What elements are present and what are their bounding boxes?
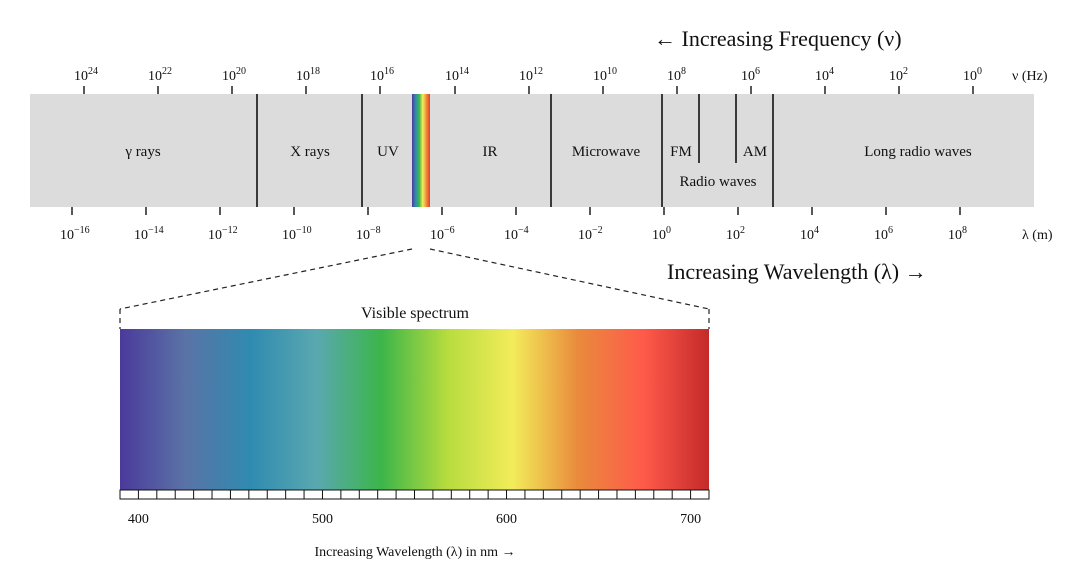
frequency-tick-label: 104: [815, 66, 834, 84]
band-label-fm: FM: [670, 144, 692, 160]
wavelength-tick-label: 10−4: [504, 225, 529, 243]
band-label-am: AM: [743, 144, 767, 160]
zoom-line-right: [429, 248, 710, 310]
band-label-ir: IR: [483, 144, 498, 160]
frequency-tick-label: 106: [741, 66, 760, 84]
wavelength-heading: Increasing Wavelength (λ) →: [667, 259, 927, 284]
frequency-tick-label: 1022: [148, 66, 172, 84]
wavelength-tick-label: 10−8: [356, 225, 381, 243]
band-label-xray: X rays: [290, 144, 330, 160]
band-label-long-radio: Long radio waves: [864, 144, 972, 160]
wavelength-axis: 10−16 10−14 10−12 10−10 10−8 10−6 10−4 10−2 100 1…: [60, 207, 1053, 243]
wavelength-tick-label: 10−16: [60, 225, 90, 243]
zoom-line-left: [119, 248, 413, 310]
band-label-uv: UV: [377, 144, 399, 160]
frequency-tick-label: 1024: [74, 66, 98, 84]
wavelength-tick-label: 100: [652, 225, 671, 243]
wavelength-tick-label: 10−14: [134, 225, 164, 243]
frequency-tick-label: 1010: [593, 66, 617, 84]
band-label-radio-waves: Radio waves: [679, 174, 756, 190]
visible-spectrum-title: Visible spectrum: [361, 305, 469, 322]
frequency-tick-label: 1020: [222, 66, 246, 84]
visible-spectrum-ruler: 400 500 600 700: [119, 489, 710, 527]
wavelength-tick-label: 10−12: [208, 225, 238, 243]
visible-band-rainbow: [412, 94, 430, 207]
frequency-tick-label: 108: [667, 66, 686, 84]
frequency-tick-label: 1016: [370, 66, 394, 84]
band-label-gamma: γ rays: [124, 144, 161, 160]
wavelength-tick-label: 102: [726, 225, 745, 243]
frequency-tick-label: 1012: [519, 66, 543, 84]
frequency-tick-label: 1014: [445, 66, 469, 84]
visible-ruler-label: 400: [128, 512, 149, 527]
wavelength-tick-label: 10−10: [282, 225, 312, 243]
frequency-heading: ← Increasing Frequency (ν): [654, 26, 902, 51]
frequency-tick-label: 100: [963, 66, 982, 84]
wavelength-tick-label: 106: [874, 225, 893, 243]
wavelength-tick-label: 108: [948, 225, 967, 243]
spectrum-band-background: [30, 94, 1034, 207]
wavelength-tick-label: 10−2: [578, 225, 603, 243]
band-dividers: [256, 94, 774, 207]
visible-ruler-label: 500: [312, 512, 333, 527]
visible-ruler-label: 600: [496, 512, 517, 527]
zoom-connector: [119, 248, 710, 329]
visible-axis-label: Increasing Wavelength (λ) in nm →: [315, 545, 516, 560]
wavelength-tick-label: 104: [800, 225, 819, 243]
frequency-tick-label: 102: [889, 66, 908, 84]
band-label-microwave: Microwave: [572, 144, 641, 160]
frequency-tick-label: 1018: [296, 66, 320, 84]
frequency-unit-label: ν (Hz): [1012, 69, 1048, 84]
frequency-axis: 1024 1022 1020 1018 1016 1014 1012 1010 108 106 10…: [74, 66, 1048, 94]
visible-ruler-label: 700: [680, 512, 701, 527]
wavelength-tick-label: 10−6: [430, 225, 455, 243]
band-labels: γ rays X rays UV IR Microwave FM AM Radi…: [124, 144, 972, 190]
wavelength-unit-label: λ (m): [1022, 228, 1053, 243]
visible-spectrum-bar: [120, 329, 709, 490]
